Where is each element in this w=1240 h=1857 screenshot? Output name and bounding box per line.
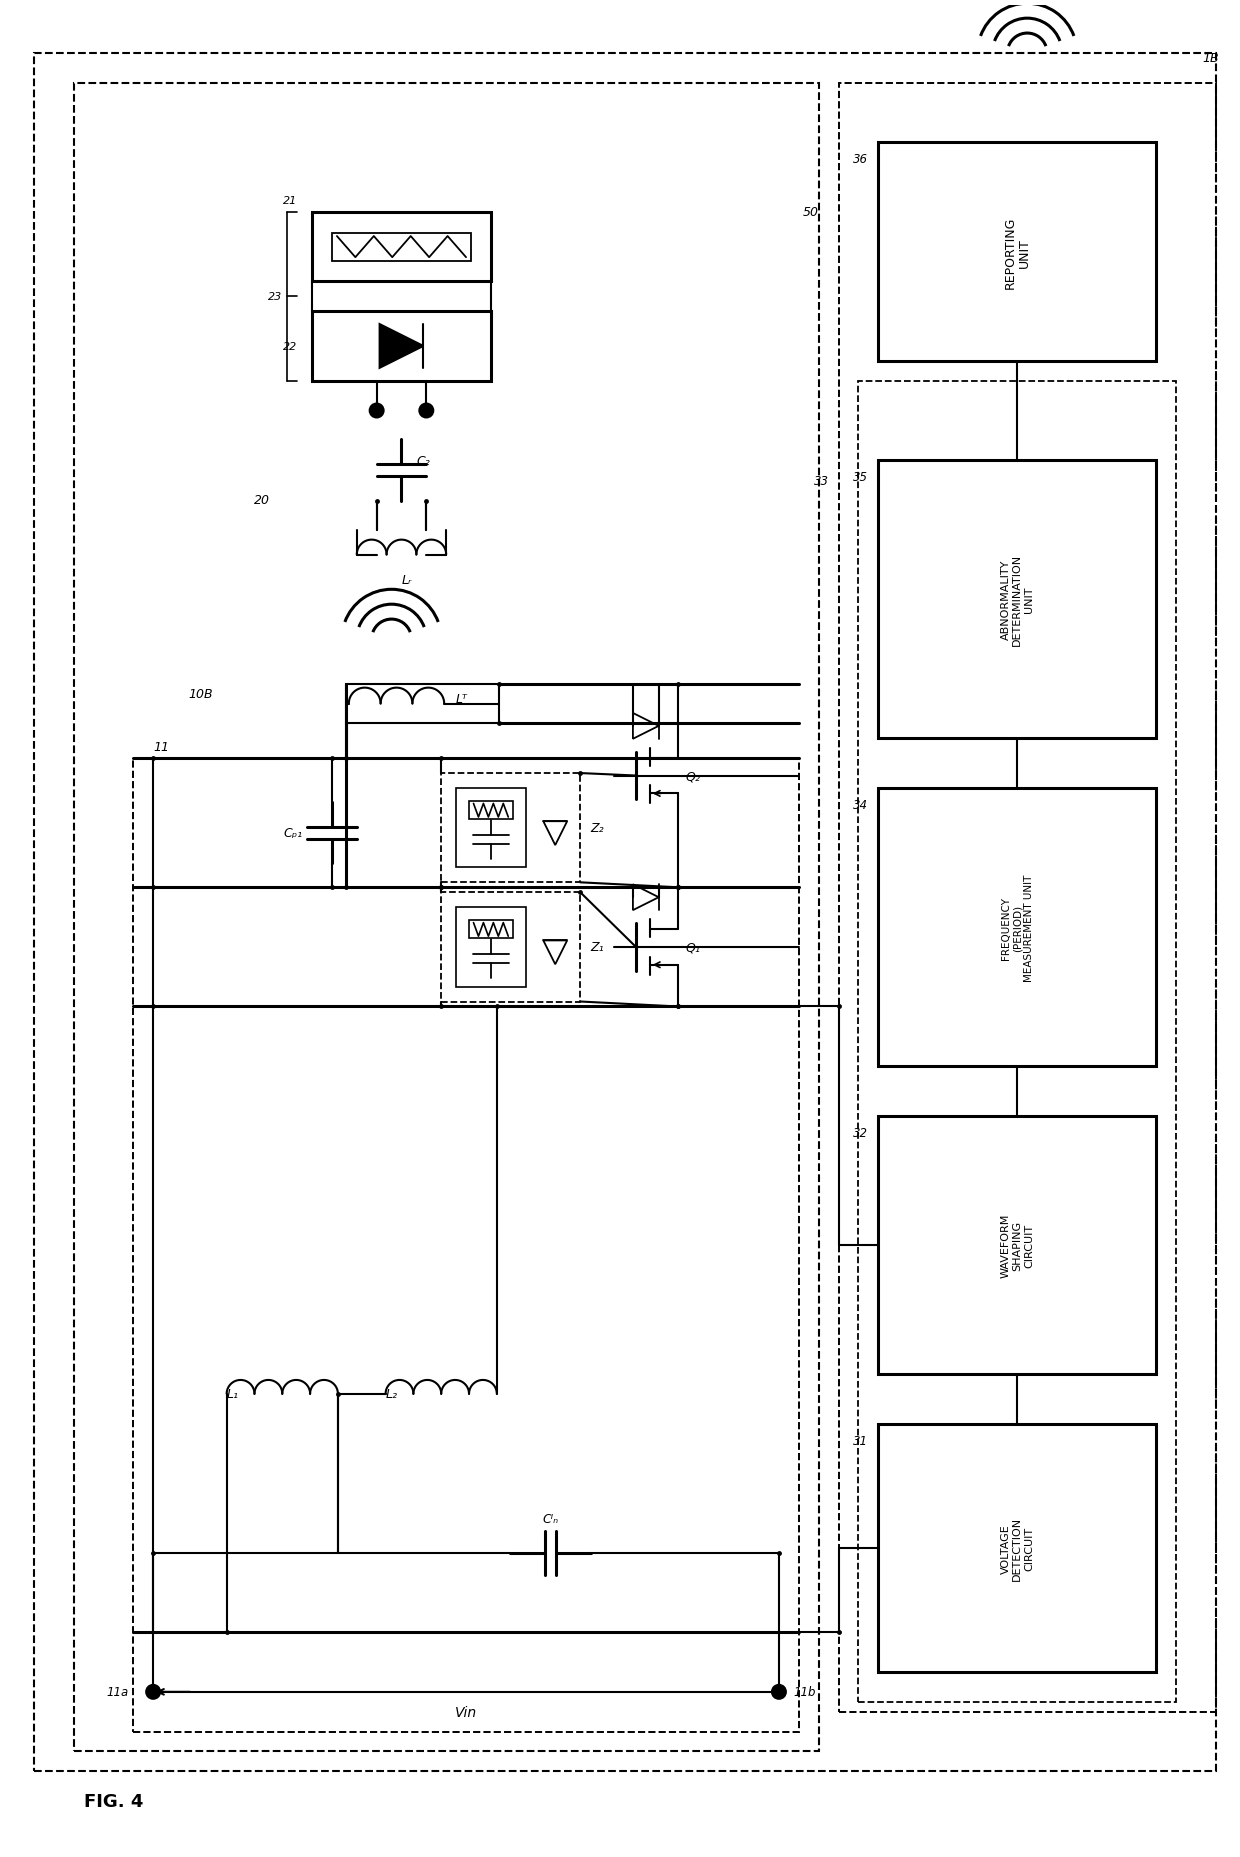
Bar bbox=[133, 760, 799, 1731]
Text: 32: 32 bbox=[853, 1125, 868, 1138]
Text: FREQUENCY
(PERIOD)
MEASUREMENT UNIT: FREQUENCY (PERIOD) MEASUREMENT UNIT bbox=[1001, 875, 1034, 980]
Bar bbox=[858, 381, 1177, 1701]
Bar bbox=[469, 921, 513, 940]
Text: 11b: 11b bbox=[794, 1686, 816, 1699]
Circle shape bbox=[419, 405, 433, 418]
Text: L₂: L₂ bbox=[386, 1387, 398, 1400]
Text: 11: 11 bbox=[154, 741, 169, 754]
Text: VOLTAGE
DETECTION
CIRCUIT: VOLTAGE DETECTION CIRCUIT bbox=[1001, 1515, 1034, 1580]
Text: Z₁: Z₁ bbox=[590, 941, 604, 954]
Text: 1B: 1B bbox=[1203, 52, 1219, 65]
Text: 35: 35 bbox=[853, 472, 868, 485]
Bar bbox=[878, 461, 1157, 739]
Bar bbox=[441, 774, 580, 882]
Text: 11a: 11a bbox=[107, 1686, 128, 1699]
Bar bbox=[312, 312, 491, 381]
Text: Q₁: Q₁ bbox=[686, 941, 701, 954]
Text: WAVEFORM
SHAPING
CIRCUIT: WAVEFORM SHAPING CIRCUIT bbox=[1001, 1213, 1034, 1278]
Text: 22: 22 bbox=[283, 342, 298, 351]
Text: REPORTING
UNIT: REPORTING UNIT bbox=[1003, 215, 1032, 288]
Text: 31: 31 bbox=[853, 1434, 868, 1447]
Bar bbox=[878, 1116, 1157, 1374]
Text: 20: 20 bbox=[254, 494, 270, 507]
Bar bbox=[456, 789, 526, 867]
Text: 23: 23 bbox=[268, 292, 283, 303]
Bar bbox=[878, 143, 1157, 362]
Text: C₂: C₂ bbox=[417, 455, 430, 468]
Text: 10B: 10B bbox=[188, 687, 213, 700]
Text: Cₚ₁: Cₚ₁ bbox=[283, 826, 303, 839]
Bar bbox=[456, 908, 526, 988]
Bar bbox=[878, 789, 1157, 1066]
Bar bbox=[312, 214, 491, 282]
Text: 33: 33 bbox=[813, 474, 828, 487]
Text: Lᵣ: Lᵣ bbox=[402, 574, 412, 587]
Polygon shape bbox=[379, 325, 423, 368]
Bar bbox=[469, 802, 513, 819]
Bar bbox=[878, 1424, 1157, 1671]
Text: 21: 21 bbox=[283, 195, 298, 206]
Text: Z₂: Z₂ bbox=[590, 823, 604, 836]
Text: 36: 36 bbox=[853, 152, 868, 165]
Bar bbox=[346, 683, 498, 724]
Text: Lᵀ: Lᵀ bbox=[456, 693, 467, 706]
Bar bbox=[838, 84, 1216, 1712]
Text: ABNORMALITY
DETERMINATION
UNIT: ABNORMALITY DETERMINATION UNIT bbox=[1001, 553, 1034, 646]
Circle shape bbox=[773, 1684, 786, 1699]
Bar bbox=[332, 234, 471, 262]
Text: 34: 34 bbox=[853, 799, 868, 812]
Text: L₁: L₁ bbox=[227, 1387, 238, 1400]
Bar bbox=[73, 84, 818, 1751]
Circle shape bbox=[146, 1684, 160, 1699]
Text: FIG. 4: FIG. 4 bbox=[83, 1792, 143, 1811]
Text: Cᴵₙ: Cᴵₙ bbox=[542, 1512, 558, 1525]
Bar bbox=[441, 893, 580, 1003]
Text: Vin: Vin bbox=[455, 1705, 477, 1720]
Text: Q₂: Q₂ bbox=[686, 769, 701, 782]
Circle shape bbox=[370, 405, 383, 418]
Text: 50: 50 bbox=[802, 206, 818, 219]
